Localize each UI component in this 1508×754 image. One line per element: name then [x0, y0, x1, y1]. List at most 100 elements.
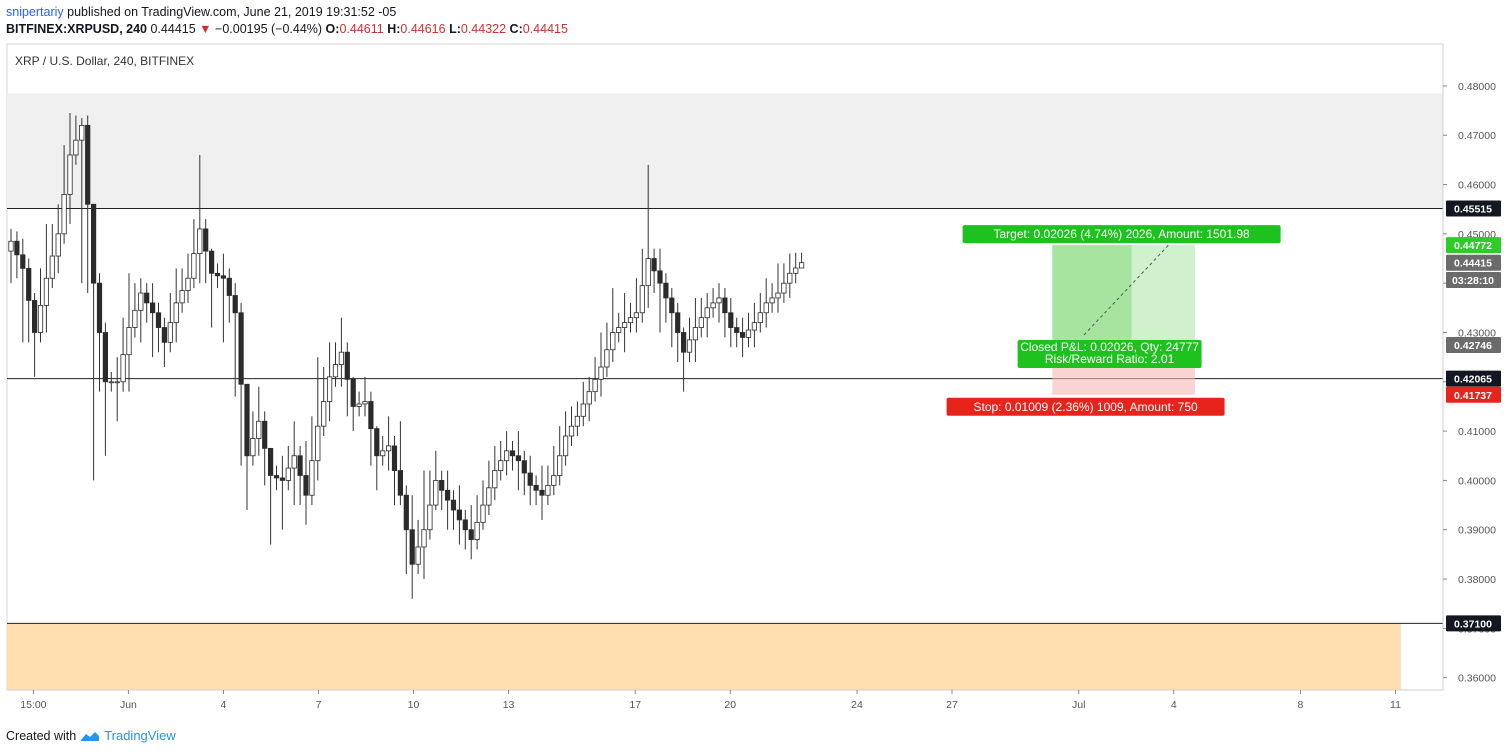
pnl-label-box[interactable] [1017, 340, 1202, 369]
candle[interactable] [775, 263, 781, 313]
candle[interactable] [627, 302, 634, 333]
candle[interactable] [285, 445, 291, 491]
candle[interactable] [102, 322, 108, 456]
candle[interactable] [498, 440, 504, 481]
candle[interactable] [173, 268, 179, 343]
candle[interactable] [244, 383, 250, 511]
candle[interactable] [262, 411, 268, 486]
candle[interactable] [309, 416, 315, 506]
candle[interactable] [622, 293, 628, 353]
candle[interactable] [179, 268, 185, 313]
candle[interactable] [633, 278, 640, 333]
candle[interactable] [521, 450, 527, 496]
candle[interactable] [344, 342, 350, 417]
candle[interactable] [663, 273, 669, 323]
candle[interactable] [67, 113, 73, 224]
candle[interactable] [197, 154, 203, 284]
candle[interactable] [722, 288, 728, 338]
candle[interactable] [297, 445, 303, 506]
candle[interactable] [374, 426, 380, 491]
candle[interactable] [740, 317, 746, 358]
candle[interactable] [32, 293, 38, 377]
candle[interactable] [397, 421, 404, 506]
candle[interactable] [403, 485, 409, 575]
candle[interactable] [250, 411, 256, 466]
candle[interactable] [781, 263, 787, 303]
candle[interactable] [468, 505, 474, 560]
candle[interactable] [350, 376, 356, 432]
candle[interactable] [433, 450, 439, 511]
candle[interactable] [214, 263, 221, 289]
candle[interactable] [14, 231, 20, 279]
candle[interactable] [161, 317, 167, 367]
candle[interactable] [73, 115, 79, 165]
candle[interactable] [391, 436, 398, 506]
candle[interactable] [751, 302, 758, 348]
candle[interactable] [763, 278, 769, 328]
candle[interactable] [167, 293, 173, 353]
candle[interactable] [698, 297, 704, 338]
candle[interactable] [315, 357, 321, 481]
candle[interactable] [55, 204, 61, 274]
candle[interactable] [480, 480, 486, 530]
candle[interactable] [681, 327, 687, 392]
candle[interactable] [692, 297, 699, 363]
candle[interactable] [728, 297, 734, 348]
candle[interactable] [338, 317, 345, 387]
target-label-box[interactable] [962, 225, 1281, 244]
candle[interactable] [368, 391, 374, 466]
candle[interactable] [503, 431, 510, 476]
candle[interactable] [686, 317, 693, 363]
candle[interactable] [545, 465, 551, 506]
candle[interactable] [409, 495, 415, 599]
candle[interactable] [267, 447, 274, 545]
candle[interactable] [37, 268, 44, 343]
candle[interactable] [568, 406, 575, 446]
candle[interactable] [220, 253, 226, 343]
candle[interactable] [598, 332, 604, 397]
candle[interactable] [291, 421, 297, 506]
candle[interactable] [415, 519, 421, 575]
candle[interactable] [356, 391, 362, 417]
candle[interactable] [474, 495, 480, 550]
candle[interactable] [185, 253, 191, 303]
candle[interactable] [745, 312, 752, 348]
candle[interactable] [238, 302, 244, 466]
candle[interactable] [120, 317, 126, 392]
candle[interactable] [580, 381, 586, 427]
candle[interactable] [645, 164, 651, 308]
candle[interactable] [704, 293, 710, 338]
candle[interactable] [586, 376, 592, 422]
candle[interactable] [155, 302, 162, 353]
candle[interactable] [456, 485, 463, 545]
candle[interactable] [20, 238, 26, 343]
candle[interactable] [439, 470, 445, 511]
candle[interactable] [604, 322, 610, 377]
candle[interactable] [49, 223, 55, 289]
candle[interactable] [108, 371, 114, 392]
tradingview-brand[interactable]: TradingView [104, 728, 176, 743]
candle[interactable] [675, 302, 681, 363]
candle[interactable] [191, 219, 197, 289]
candle[interactable] [26, 258, 32, 343]
candle[interactable] [574, 401, 581, 437]
candle[interactable] [639, 248, 645, 323]
candle[interactable] [616, 312, 622, 343]
candle[interactable] [486, 460, 492, 515]
candle[interactable] [551, 445, 557, 496]
candle[interactable] [563, 411, 569, 466]
candle[interactable] [362, 376, 368, 417]
candle[interactable] [144, 283, 150, 323]
candle[interactable] [232, 283, 238, 397]
candle[interactable] [757, 293, 763, 333]
candle[interactable] [669, 288, 675, 348]
candle[interactable] [427, 470, 433, 540]
candle[interactable] [79, 117, 85, 284]
candle[interactable] [716, 283, 722, 323]
candle[interactable] [421, 470, 427, 580]
candle[interactable] [651, 248, 657, 294]
candle[interactable] [326, 342, 333, 422]
candle[interactable] [527, 455, 533, 506]
candle[interactable] [385, 416, 392, 471]
